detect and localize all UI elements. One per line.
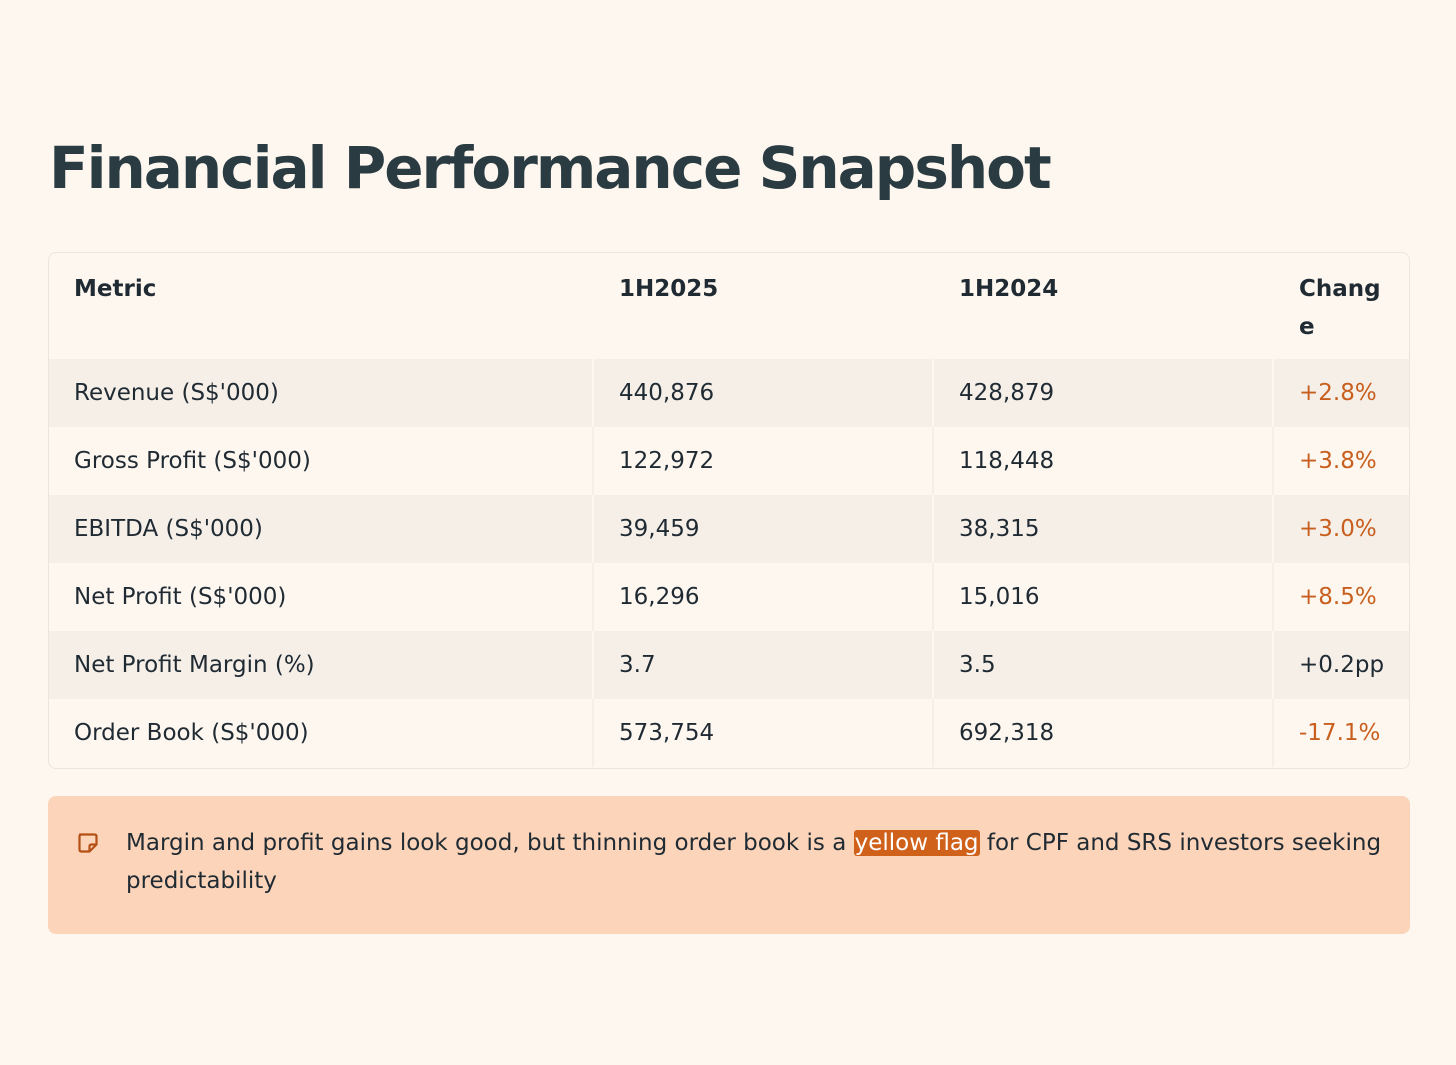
financial-table-card: Metric 1H2025 1H2024 Change Revenue (S$'…	[48, 252, 1410, 769]
column-header-metric: Metric	[74, 276, 157, 302]
value-1h2024-cell: 38,315	[932, 495, 1273, 563]
value-1h2025-cell: 440,876	[592, 359, 933, 427]
metric-cell: Net Profit Margin (%)	[49, 631, 593, 699]
change-cell: +2.8%	[1272, 359, 1409, 427]
column-header-change: Change	[1272, 253, 1409, 359]
table-row: EBITDA (S$'000) 39,459 38,315 +3.0%	[49, 495, 1409, 563]
metric-cell: EBITDA (S$'000)	[49, 495, 593, 563]
metric-cell: Gross Profit (S$'000)	[74, 448, 311, 474]
table-row: Net Profit (S$'000) 16,296 15,016 +8.5%	[49, 563, 1409, 631]
change-cell: +3.8%	[1272, 427, 1409, 495]
change-cell: +3.0%	[1272, 495, 1409, 563]
table-row: Gross Profit (S$'000) 122,972 118,448 +3…	[49, 427, 1409, 495]
table-header-row: Metric 1H2025 1H2024 Change	[49, 253, 1409, 359]
financial-table: Metric 1H2025 1H2024 Change Revenue (S$'…	[49, 253, 1409, 767]
table-row: Net Profit Margin (%) 3.7 3.5 +0.2pp	[49, 631, 1409, 699]
metric-cell: Order Book (S$'000)	[74, 720, 309, 746]
value-1h2025-cell: 16,296	[592, 563, 933, 631]
column-header-1h2025: 1H2025	[592, 253, 933, 359]
value-1h2025-cell: 39,459	[592, 495, 933, 563]
metric-cell: Net Profit (S$'000)	[74, 584, 287, 610]
callout-text-after: for CPF and SRS investors seeking predic…	[126, 830, 1382, 894]
metric-cell: Revenue (S$'000)	[49, 359, 593, 427]
value-1h2024-cell: 15,016	[932, 563, 1273, 631]
value-1h2024-cell: 3.5	[932, 631, 1273, 699]
value-1h2024-cell: 118,448	[932, 427, 1273, 495]
value-1h2025-cell: 3.7	[592, 631, 933, 699]
callout-text: Margin and profit gains look good, but t…	[126, 824, 1386, 900]
value-1h2024-cell: 692,318	[932, 699, 1273, 767]
note-icon	[77, 832, 99, 854]
value-1h2025-cell: 573,754	[592, 699, 933, 767]
callout-box: Margin and profit gains look good, but t…	[48, 796, 1410, 934]
column-header-1h2024: 1H2024	[932, 253, 1273, 359]
table-row: Revenue (S$'000) 440,876 428,879 +2.8%	[49, 359, 1409, 427]
callout-highlight: yellow flag	[853, 830, 980, 856]
change-cell: +8.5%	[1272, 563, 1409, 631]
table-row: Order Book (S$'000) 573,754 692,318 -17.…	[49, 699, 1409, 767]
page-title: Financial Performance Snapshot	[49, 134, 1052, 202]
change-cell: +0.2pp	[1272, 631, 1409, 699]
value-1h2025-cell: 122,972	[592, 427, 933, 495]
value-1h2024-cell: 428,879	[932, 359, 1273, 427]
callout-text-before: Margin and profit gains look good, but t…	[126, 830, 854, 856]
change-cell: -17.1%	[1272, 699, 1409, 767]
